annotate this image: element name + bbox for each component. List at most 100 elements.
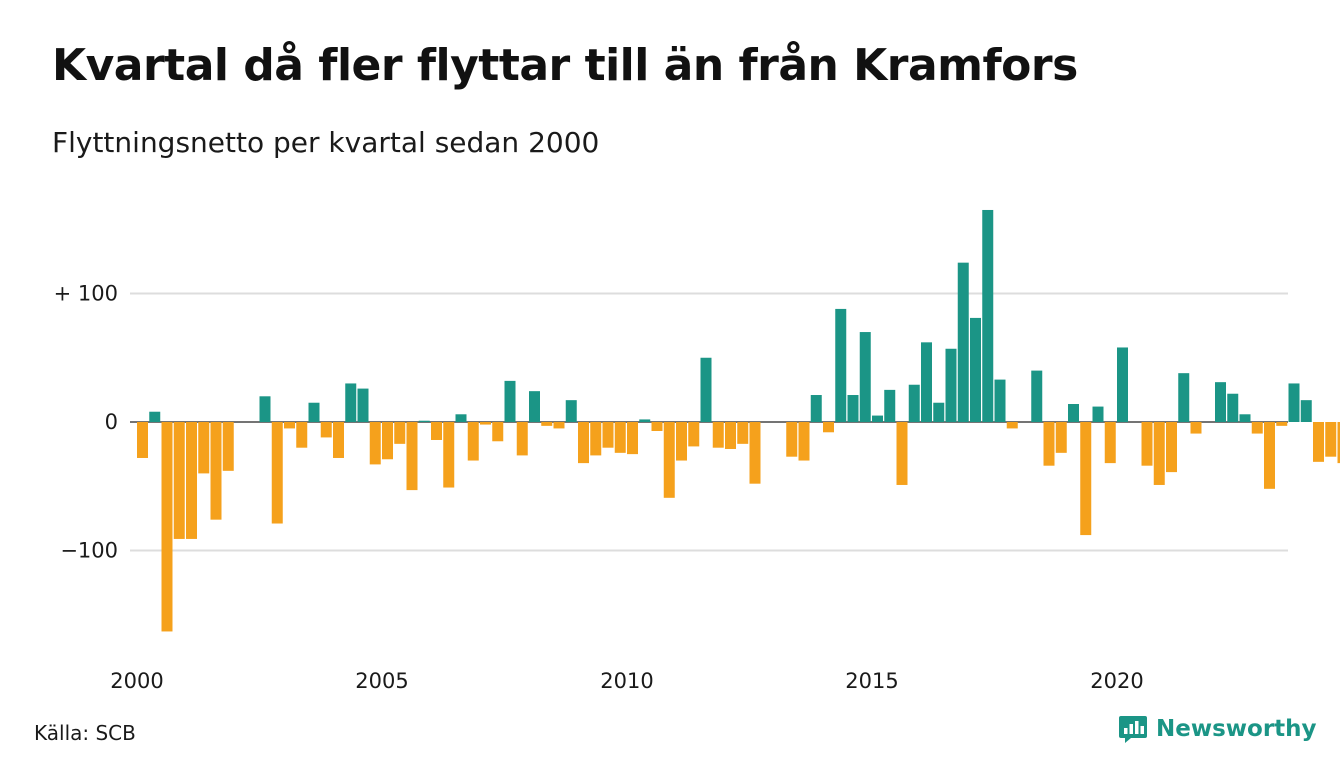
y-tick-label: 0	[105, 410, 118, 434]
bar	[1178, 373, 1190, 422]
bar	[957, 262, 969, 422]
bar	[1288, 383, 1300, 422]
bar	[1300, 400, 1312, 422]
x-tick-label: 2005	[355, 669, 408, 693]
bar	[1227, 393, 1239, 422]
bar	[872, 415, 883, 422]
bar	[284, 422, 295, 429]
bar	[1215, 382, 1226, 422]
x-axis: 2000 2005 2010 2015 2020	[110, 669, 1143, 693]
bar	[394, 422, 406, 444]
bar	[173, 422, 185, 539]
bar	[1080, 422, 1092, 536]
bar	[676, 422, 687, 461]
bar	[406, 422, 418, 491]
x-tick-label: 2020	[1090, 669, 1143, 693]
bar	[884, 389, 896, 422]
bar	[933, 402, 945, 422]
bar	[516, 422, 528, 456]
bar	[541, 422, 553, 426]
source-label: Källa: SCB	[34, 721, 136, 745]
bar	[480, 422, 491, 425]
bar	[688, 422, 700, 447]
bar	[418, 420, 430, 422]
bar	[970, 317, 981, 422]
bar	[1031, 370, 1043, 422]
bar	[345, 383, 357, 422]
bar	[1092, 406, 1104, 422]
bar	[725, 422, 736, 449]
bar	[1337, 422, 1340, 464]
y-axis: + 100 0 −100	[54, 282, 118, 563]
bar	[1153, 422, 1165, 485]
brand-name: Newsworthy	[1156, 716, 1317, 742]
x-tick-label: 2010	[600, 669, 653, 693]
bar	[908, 384, 920, 422]
bar	[663, 422, 675, 498]
bar	[467, 422, 479, 461]
bar	[590, 422, 602, 456]
bar	[945, 348, 957, 422]
bar	[149, 411, 161, 422]
chart-title: Kvartal då fler flyttar till än från Kra…	[52, 40, 1078, 91]
bar	[994, 379, 1006, 422]
bar	[357, 388, 369, 422]
bar	[210, 422, 222, 520]
bar	[259, 396, 271, 422]
bar	[847, 395, 859, 422]
bar	[1239, 414, 1251, 422]
bar	[700, 357, 712, 422]
bar	[161, 422, 173, 632]
bar	[749, 422, 761, 484]
bar	[222, 422, 234, 471]
newsworthy-logo-icon	[1119, 716, 1147, 743]
bar	[1104, 422, 1116, 464]
bar	[982, 209, 994, 422]
bar	[1141, 422, 1153, 466]
bar	[859, 332, 871, 422]
bar	[504, 380, 516, 422]
bar	[578, 422, 589, 464]
bar	[1043, 422, 1055, 466]
bar	[1276, 422, 1288, 426]
bar	[810, 395, 822, 422]
bar	[1251, 422, 1263, 434]
bar	[602, 422, 614, 448]
bar	[1313, 422, 1324, 462]
bar	[492, 422, 504, 442]
bar	[198, 422, 210, 474]
bar	[369, 422, 381, 465]
bar	[443, 422, 455, 488]
bar	[186, 422, 197, 539]
y-tick-label: + 100	[54, 282, 118, 306]
chart-subtitle: Flyttningsnetto per kvartal sedan 2000	[52, 126, 600, 159]
x-tick-label: 2015	[845, 669, 898, 693]
bar	[333, 422, 344, 458]
bar	[614, 422, 626, 453]
bar	[627, 422, 638, 455]
bar	[529, 391, 540, 422]
bar	[271, 422, 283, 524]
x-tick-label: 2000	[110, 669, 163, 693]
bar-series	[137, 209, 1340, 632]
bar	[308, 402, 320, 422]
y-tick-label: −100	[60, 539, 118, 563]
bar	[712, 422, 724, 448]
bar	[651, 422, 663, 431]
bar	[296, 422, 308, 448]
bar	[1055, 422, 1067, 453]
bar	[455, 414, 467, 422]
bar	[1190, 422, 1202, 434]
bar	[639, 419, 651, 422]
bar	[1117, 347, 1128, 422]
bar	[1166, 422, 1177, 473]
bar	[737, 422, 749, 444]
bar	[786, 422, 798, 457]
bar	[823, 422, 834, 433]
bar	[835, 308, 847, 422]
bar	[431, 422, 442, 440]
bar	[565, 400, 577, 422]
bar	[921, 342, 932, 422]
bar	[896, 422, 908, 485]
